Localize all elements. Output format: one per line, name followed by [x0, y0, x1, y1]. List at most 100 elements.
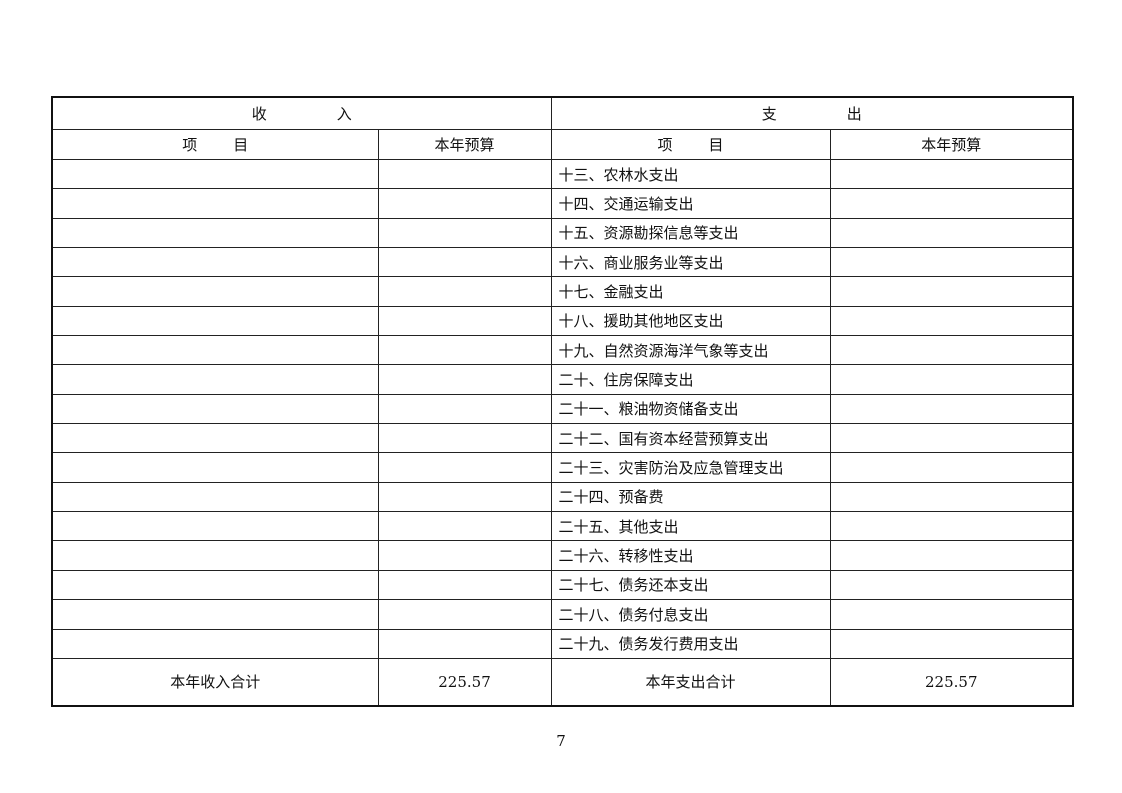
- expense-item-cell: 十七、金融支出: [550, 276, 831, 307]
- table-row: 十七、金融支出: [51, 276, 1074, 307]
- income-budget-cell: [377, 217, 552, 249]
- expense-total-label: 本年支出合计: [550, 657, 831, 707]
- table-row: 二十一、粮油物资储备支出: [51, 393, 1074, 425]
- table-row: 二十四、预备费: [51, 481, 1074, 513]
- item-char: 目: [233, 136, 249, 154]
- total-row: 本年收入合计 225.57 本年支出合计 225.57: [51, 657, 1074, 707]
- table-row: 十三、农林水支出: [51, 158, 1074, 190]
- expense-total-value: 225.57: [829, 657, 1074, 707]
- income-budget-cell: [377, 335, 552, 366]
- expense-item-cell: 二十八、债务付息支出: [550, 599, 831, 630]
- expense-budget-cell: [829, 569, 1074, 601]
- expense-budget-cell: [829, 188, 1074, 219]
- income-budget-cell: [377, 158, 552, 190]
- expense-budget-cell: [829, 364, 1074, 395]
- table-row: 十四、交通运输支出: [51, 188, 1074, 219]
- income-item-cell: [51, 481, 379, 513]
- table-row: 二十五、其他支出: [51, 511, 1074, 542]
- income-item-cell: [51, 247, 379, 278]
- page-number: 7: [556, 732, 566, 750]
- table-row: 十五、资源勘探信息等支出: [51, 217, 1074, 249]
- income-budget-cell: [377, 393, 552, 425]
- income-item-cell: [51, 628, 379, 659]
- table-row: 二十八、债务付息支出: [51, 599, 1074, 630]
- expense-budget-cell: [829, 393, 1074, 425]
- income-budget-cell: [377, 364, 552, 395]
- income-budget-header: 本年预算: [377, 129, 552, 160]
- expense-budget-cell: [829, 335, 1074, 366]
- income-budget-cell: [377, 628, 552, 659]
- income-budget-cell: [377, 276, 552, 307]
- table-row: 二十、住房保障支出: [51, 364, 1074, 395]
- expense-item-cell: 二十、住房保障支出: [550, 364, 831, 395]
- expense-budget-cell: [829, 628, 1074, 659]
- table-row: 二十二、国有资本经营预算支出: [51, 423, 1074, 454]
- expense-budget-cell: [829, 452, 1074, 483]
- expense-item-header: 项目: [550, 129, 831, 160]
- expense-item-cell: 二十三、灾害防治及应急管理支出: [550, 452, 831, 483]
- income-budget-cell: [377, 247, 552, 278]
- income-item-cell: [51, 452, 379, 483]
- income-budget-cell: [377, 188, 552, 219]
- expense-budget-cell: [829, 217, 1074, 249]
- income-item-cell: [51, 540, 379, 571]
- income-budget-cell: [377, 481, 552, 513]
- table-row: 二十三、灾害防治及应急管理支出: [51, 452, 1074, 483]
- table-row: 十六、商业服务业等支出: [51, 247, 1074, 278]
- income-item-cell: [51, 393, 379, 425]
- table-row: 二十七、债务还本支出: [51, 569, 1074, 601]
- income-item-cell: [51, 305, 379, 337]
- subheader-row: 项目 本年预算 项目 本年预算: [51, 129, 1074, 160]
- expense-budget-header: 本年预算: [829, 129, 1074, 160]
- income-header: 收入: [51, 96, 552, 130]
- expense-item-cell: 十六、商业服务业等支出: [550, 247, 831, 278]
- income-budget-cell: [377, 423, 552, 454]
- income-item-cell: [51, 364, 379, 395]
- table-row: 二十六、转移性支出: [51, 540, 1074, 571]
- income-header-char: 收: [251, 105, 267, 123]
- income-item-cell: [51, 335, 379, 366]
- income-header-char: 入: [336, 105, 352, 123]
- table-row: 十九、自然资源海洋气象等支出: [51, 335, 1074, 366]
- expense-header-char: 支: [761, 105, 777, 123]
- income-item-cell: [51, 188, 379, 219]
- expense-item-cell: 二十一、粮油物资储备支出: [550, 393, 831, 425]
- expense-header: 支出: [550, 96, 1074, 130]
- expense-item-cell: 十三、农林水支出: [550, 158, 831, 190]
- income-budget-cell: [377, 511, 552, 542]
- expense-item-cell: 十四、交通运输支出: [550, 188, 831, 219]
- income-item-cell: [51, 423, 379, 454]
- expense-budget-cell: [829, 247, 1074, 278]
- income-item-cell: [51, 158, 379, 190]
- income-total-value: 225.57: [377, 657, 552, 707]
- expense-budget-cell: [829, 158, 1074, 190]
- table-row: 二十九、债务发行费用支出: [51, 628, 1074, 659]
- expense-item-cell: 二十四、预备费: [550, 481, 831, 513]
- expense-budget-cell: [829, 481, 1074, 513]
- expense-budget-cell: [829, 511, 1074, 542]
- income-item-cell: [51, 511, 379, 542]
- expense-item-cell: 二十六、转移性支出: [550, 540, 831, 571]
- expense-budget-cell: [829, 276, 1074, 307]
- income-budget-cell: [377, 569, 552, 601]
- budget-table: 收入 支出 项目 本年预算 项目 本年预算 十三、农林水支出 十四、交通运输支出十…: [51, 96, 1074, 707]
- item-char: 项: [182, 136, 198, 154]
- expense-item-cell: 二十九、债务发行费用支出: [550, 628, 831, 659]
- income-item-cell: [51, 569, 379, 601]
- table-row: 十八、援助其他地区支出: [51, 305, 1074, 337]
- item-char: 目: [708, 136, 724, 154]
- expense-header-char: 出: [846, 105, 862, 123]
- income-budget-cell: [377, 452, 552, 483]
- expense-item-cell: 二十五、其他支出: [550, 511, 831, 542]
- expense-item-cell: 十九、自然资源海洋气象等支出: [550, 335, 831, 366]
- income-item-header: 项目: [51, 129, 379, 160]
- income-item-cell: [51, 276, 379, 307]
- income-budget-cell: [377, 305, 552, 337]
- item-char: 项: [657, 136, 673, 154]
- header-row: 收入 支出: [51, 96, 1074, 130]
- expense-budget-cell: [829, 599, 1074, 630]
- income-item-cell: [51, 217, 379, 249]
- expense-item-cell: 十八、援助其他地区支出: [550, 305, 831, 337]
- expense-item-cell: 二十七、债务还本支出: [550, 569, 831, 601]
- expense-item-cell: 十五、资源勘探信息等支出: [550, 217, 831, 249]
